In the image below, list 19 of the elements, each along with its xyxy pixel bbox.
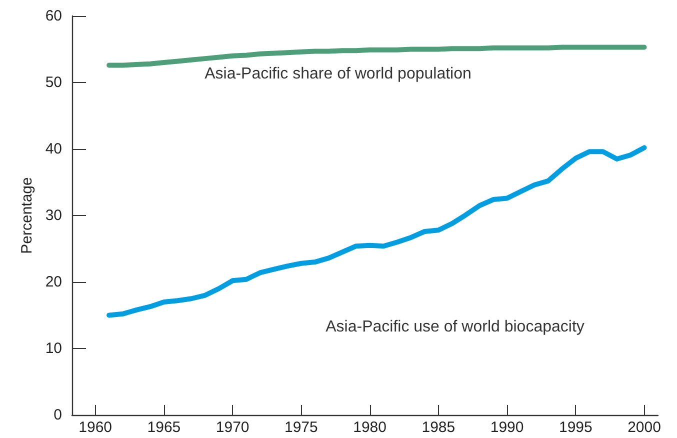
x-tick-label: 1970 — [216, 419, 250, 436]
x-tick-label: 1975 — [284, 419, 318, 436]
y-tick-label: 0 — [54, 406, 62, 424]
x-tick-label: 1990 — [490, 419, 524, 436]
annotation: Asia-Pacific share of world population — [204, 66, 472, 82]
x-tick-label: 1965 — [147, 419, 181, 436]
x-tick-label: 1980 — [353, 419, 386, 436]
y-axis-title: Percentage — [18, 177, 36, 254]
x-tick-label: 2000 — [628, 419, 661, 436]
annotation: Asia-Pacific use of world biocapacity — [326, 318, 584, 336]
x-tick-label: 1985 — [422, 419, 456, 436]
x-tick-label: 1960 — [78, 419, 112, 436]
y-tick-label: 40 — [45, 140, 62, 158]
x-tick-label: 1995 — [558, 419, 592, 436]
y-tick-label: 60 — [45, 8, 62, 24]
y-tick-label: 10 — [45, 340, 62, 357]
y-tick-label: 20 — [45, 274, 62, 290]
y-tick-label: 30 — [45, 207, 62, 224]
y-tick-label: 50 — [45, 74, 62, 91]
